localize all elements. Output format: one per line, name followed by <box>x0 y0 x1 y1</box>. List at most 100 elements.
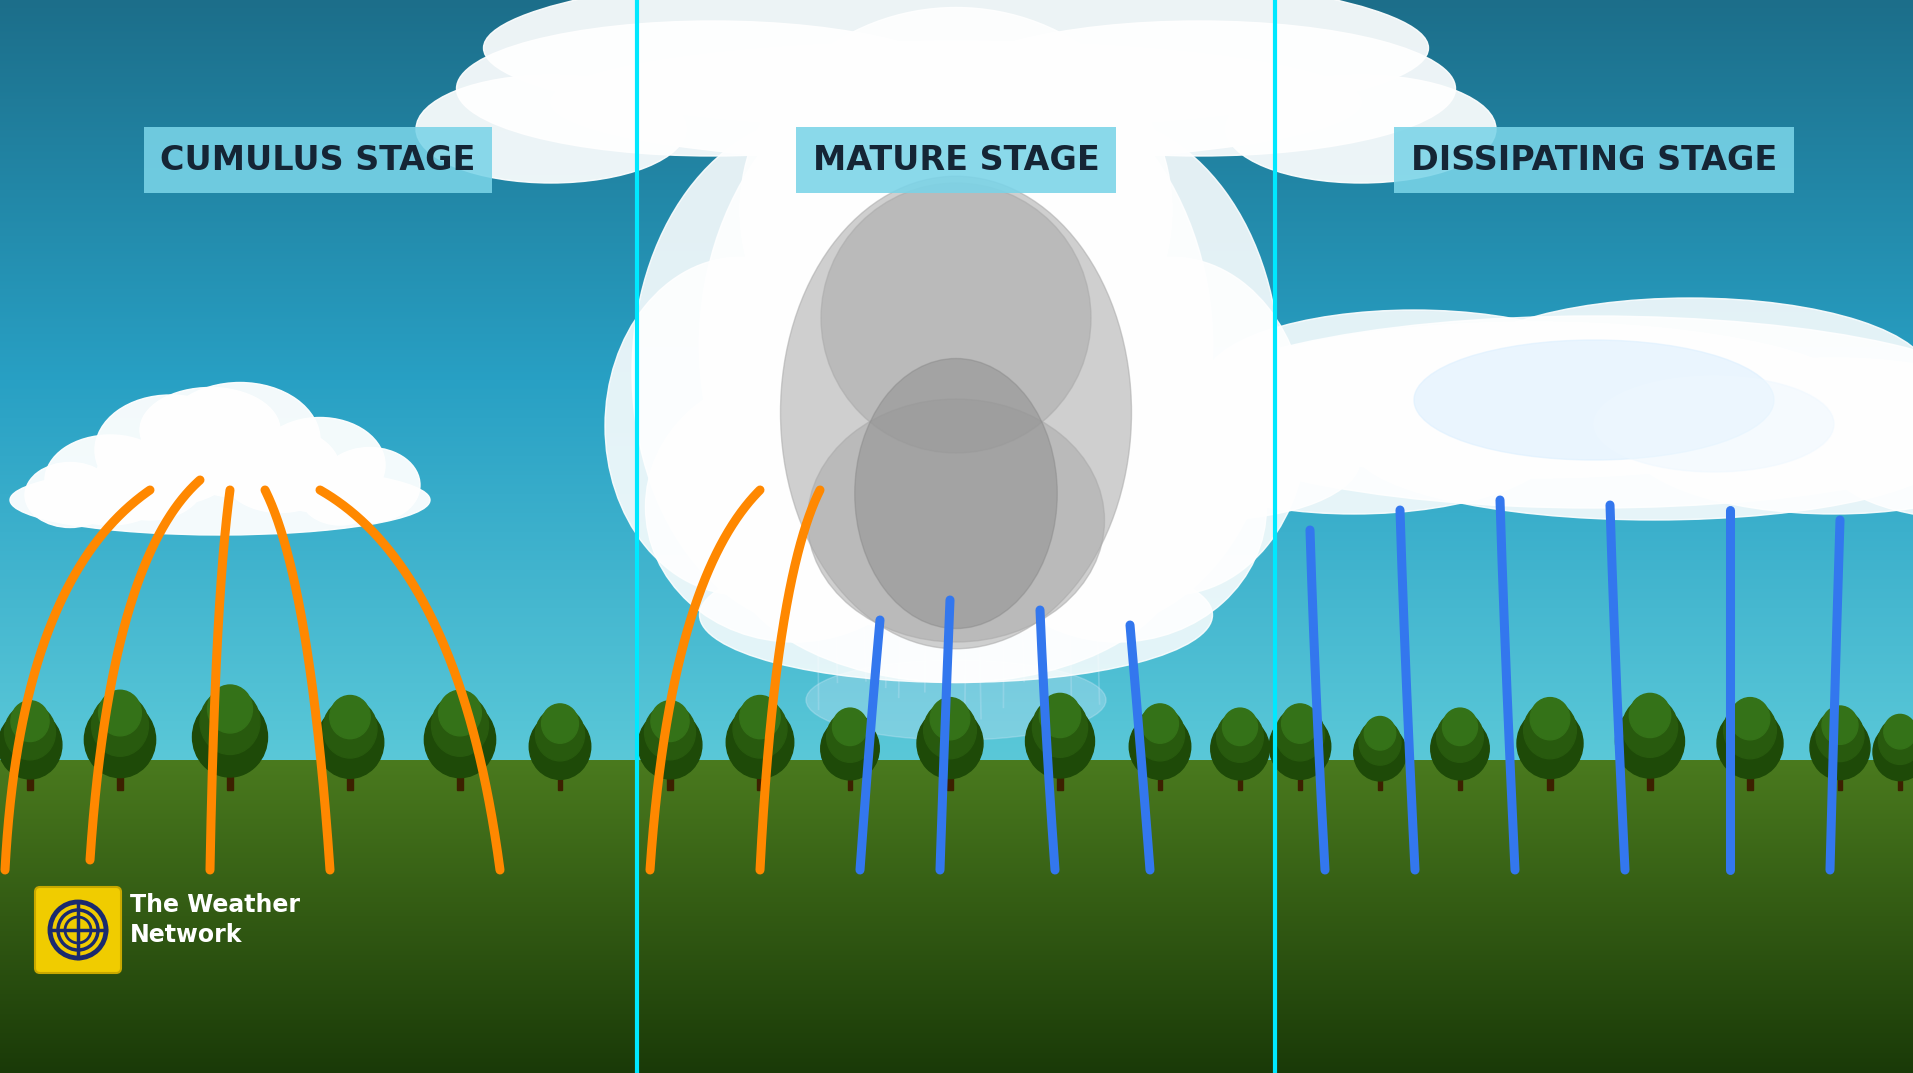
Bar <box>27 758 33 790</box>
Ellipse shape <box>631 116 1010 629</box>
Ellipse shape <box>1810 716 1871 780</box>
Text: The Weather
Network: The Weather Network <box>130 893 300 946</box>
Ellipse shape <box>1815 709 1863 762</box>
Ellipse shape <box>700 48 1213 642</box>
Ellipse shape <box>1630 693 1670 737</box>
Bar <box>117 754 122 790</box>
Ellipse shape <box>0 711 61 779</box>
FancyBboxPatch shape <box>34 887 121 973</box>
Ellipse shape <box>1217 711 1263 762</box>
Ellipse shape <box>254 417 385 513</box>
Ellipse shape <box>1884 715 1913 749</box>
Ellipse shape <box>4 705 55 760</box>
Ellipse shape <box>1142 704 1178 744</box>
Ellipse shape <box>1821 706 1858 745</box>
Bar <box>1647 755 1653 790</box>
Ellipse shape <box>727 706 794 778</box>
Ellipse shape <box>1025 705 1094 778</box>
Ellipse shape <box>1354 725 1406 781</box>
Ellipse shape <box>425 702 495 778</box>
Bar <box>1838 760 1842 790</box>
Ellipse shape <box>1060 400 1360 520</box>
Ellipse shape <box>96 395 245 505</box>
Ellipse shape <box>541 704 578 744</box>
Ellipse shape <box>84 702 155 778</box>
Ellipse shape <box>1879 718 1913 764</box>
Ellipse shape <box>916 708 983 779</box>
Ellipse shape <box>25 462 115 528</box>
Ellipse shape <box>650 701 689 741</box>
Bar <box>1058 755 1064 790</box>
Bar <box>1297 759 1303 790</box>
Ellipse shape <box>140 387 279 472</box>
Ellipse shape <box>99 690 142 736</box>
Ellipse shape <box>930 697 970 740</box>
Ellipse shape <box>645 372 943 642</box>
Ellipse shape <box>740 8 1173 412</box>
Ellipse shape <box>1615 705 1685 778</box>
Ellipse shape <box>551 41 1360 163</box>
Ellipse shape <box>1222 708 1257 746</box>
Ellipse shape <box>645 705 696 760</box>
Bar <box>758 755 763 790</box>
Bar <box>847 761 853 790</box>
Bar <box>1157 759 1163 790</box>
Ellipse shape <box>1364 717 1396 750</box>
Ellipse shape <box>1442 708 1477 746</box>
Ellipse shape <box>1594 376 1835 472</box>
Ellipse shape <box>536 707 585 761</box>
Ellipse shape <box>1282 704 1318 744</box>
Ellipse shape <box>1431 718 1488 780</box>
Ellipse shape <box>1037 258 1307 594</box>
Ellipse shape <box>1450 298 1913 454</box>
Ellipse shape <box>1203 310 1624 454</box>
Bar <box>947 756 953 790</box>
Ellipse shape <box>457 21 970 156</box>
Ellipse shape <box>432 694 488 756</box>
Ellipse shape <box>438 690 482 736</box>
Ellipse shape <box>740 695 781 738</box>
Text: MATURE STAGE: MATURE STAGE <box>813 144 1100 176</box>
Ellipse shape <box>1622 697 1678 758</box>
Ellipse shape <box>11 701 50 741</box>
Ellipse shape <box>329 695 371 738</box>
Ellipse shape <box>1175 317 1913 508</box>
Ellipse shape <box>1039 693 1081 737</box>
Ellipse shape <box>1530 697 1571 740</box>
Bar <box>1747 756 1752 790</box>
Ellipse shape <box>207 685 253 733</box>
Bar <box>1377 763 1381 790</box>
Bar <box>348 755 352 790</box>
Ellipse shape <box>807 399 1104 642</box>
Ellipse shape <box>415 75 687 183</box>
Ellipse shape <box>484 0 1429 129</box>
Ellipse shape <box>1523 702 1576 759</box>
Ellipse shape <box>970 372 1266 642</box>
Ellipse shape <box>201 690 260 754</box>
Ellipse shape <box>805 660 1106 740</box>
Ellipse shape <box>943 21 1456 156</box>
Ellipse shape <box>530 714 591 779</box>
Ellipse shape <box>727 412 1186 682</box>
Ellipse shape <box>10 465 430 535</box>
Ellipse shape <box>903 116 1280 629</box>
Ellipse shape <box>1414 340 1773 460</box>
Bar <box>457 754 463 790</box>
Ellipse shape <box>733 700 786 758</box>
Ellipse shape <box>1268 714 1331 779</box>
Ellipse shape <box>605 258 874 594</box>
Ellipse shape <box>832 708 869 746</box>
Ellipse shape <box>821 183 1090 453</box>
Ellipse shape <box>193 697 268 777</box>
Ellipse shape <box>319 447 421 523</box>
Ellipse shape <box>300 465 381 525</box>
Ellipse shape <box>1829 400 1913 520</box>
Ellipse shape <box>821 718 880 780</box>
Ellipse shape <box>1718 708 1783 779</box>
Bar <box>228 752 233 790</box>
Bar <box>668 758 673 790</box>
Ellipse shape <box>639 711 702 779</box>
Ellipse shape <box>1437 711 1483 762</box>
Ellipse shape <box>96 440 205 520</box>
Ellipse shape <box>855 358 1058 629</box>
